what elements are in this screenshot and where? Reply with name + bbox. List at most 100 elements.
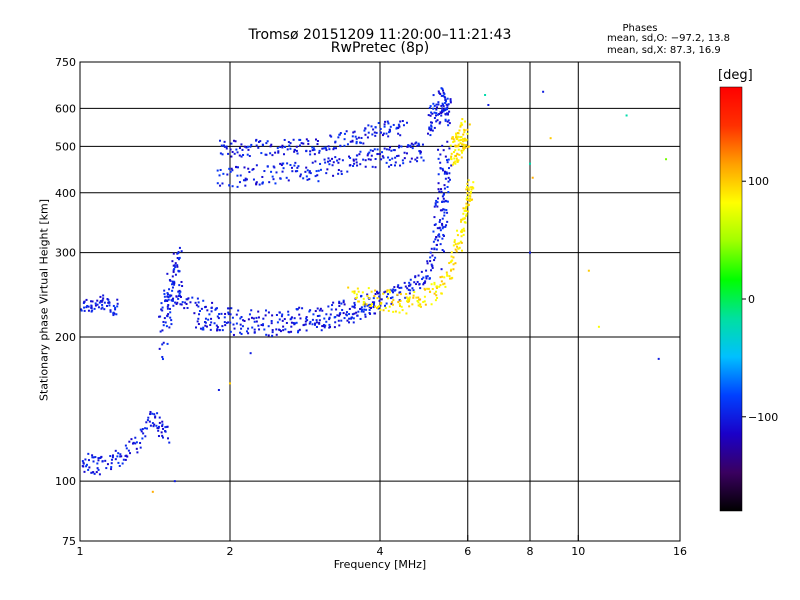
- x-tick-label: 1: [77, 545, 84, 558]
- data-point: [442, 283, 445, 286]
- data-point: [392, 299, 395, 302]
- data-point: [338, 324, 341, 327]
- data-point: [278, 328, 281, 331]
- data-point: [274, 182, 277, 185]
- data-point: [318, 151, 321, 154]
- data-point: [253, 328, 256, 331]
- data-point: [448, 275, 451, 278]
- data-point: [430, 263, 433, 266]
- data-point: [471, 198, 474, 201]
- data-point: [391, 296, 394, 299]
- data-point: [210, 317, 213, 320]
- data-point: [269, 152, 272, 155]
- data-point: [439, 276, 442, 279]
- data-point: [93, 472, 96, 475]
- data-point: [116, 302, 119, 305]
- data-point: [400, 305, 403, 308]
- data-point: [430, 124, 433, 127]
- data-point: [255, 164, 258, 167]
- data-point: [235, 148, 238, 151]
- data-point: [461, 151, 464, 154]
- data-point: [108, 301, 111, 304]
- data-point: [462, 146, 465, 149]
- data-point: [399, 304, 402, 307]
- data-point: [405, 152, 408, 155]
- data-point: [351, 313, 354, 316]
- data-point: [439, 121, 442, 124]
- data-point: [465, 214, 468, 217]
- data-point: [450, 155, 453, 158]
- data-point: [456, 132, 459, 135]
- data-point: [334, 147, 337, 150]
- data-point: [173, 283, 176, 286]
- data-point: [391, 301, 394, 304]
- data-point: [255, 144, 258, 147]
- data-point: [228, 167, 231, 170]
- x-tick-label: 6: [464, 545, 471, 558]
- data-point: [453, 154, 456, 157]
- data-point: [315, 321, 318, 324]
- data-point: [357, 300, 360, 303]
- data-point: [439, 284, 442, 287]
- data-point: [166, 299, 169, 302]
- data-point: [462, 207, 465, 210]
- grid-lines: [80, 62, 680, 541]
- data-point: [171, 299, 174, 302]
- data-point: [323, 326, 326, 329]
- data-point: [158, 421, 161, 424]
- data-point: [444, 107, 447, 110]
- data-point: [442, 103, 445, 106]
- data-point: [96, 462, 99, 465]
- data-point: [420, 156, 423, 159]
- data-point: [106, 297, 109, 300]
- data-point: [270, 320, 273, 323]
- data-point: [85, 465, 88, 468]
- data-point: [466, 195, 469, 198]
- data-point: [393, 289, 396, 292]
- data-point: [96, 303, 99, 306]
- data-point: [356, 314, 359, 317]
- data-point: [316, 307, 319, 310]
- data-point: [442, 234, 445, 237]
- data-point: [95, 471, 98, 474]
- data-point: [355, 293, 358, 296]
- data-point: [181, 301, 184, 304]
- data-point: [110, 468, 113, 471]
- data-point: [159, 330, 162, 333]
- data-point: [115, 313, 118, 316]
- data-point: [432, 230, 435, 233]
- data-point: [387, 156, 390, 159]
- data-point: [472, 181, 475, 184]
- data-point: [275, 328, 278, 331]
- data-point: [264, 314, 267, 317]
- data-point: [332, 301, 335, 304]
- data-point: [287, 313, 290, 316]
- data-point: [460, 138, 463, 141]
- data-point: [204, 324, 207, 327]
- data-point: [91, 454, 94, 457]
- data-point: [462, 217, 465, 220]
- data-point: [178, 270, 181, 273]
- data-point: [355, 161, 358, 164]
- data-point: [216, 169, 219, 172]
- data-point: [452, 263, 455, 266]
- data-point: [241, 148, 244, 151]
- colorbar-tick-label: −100: [748, 411, 778, 424]
- data-point: [170, 323, 173, 326]
- data-point: [402, 124, 405, 127]
- data-point: [99, 300, 102, 303]
- data-point: [233, 327, 236, 330]
- data-point: [345, 311, 348, 314]
- data-point: [227, 313, 230, 316]
- data-point: [292, 138, 295, 141]
- data-point: [170, 299, 173, 302]
- data-point: [227, 152, 230, 155]
- data-point: [464, 207, 467, 210]
- data-point: [456, 160, 459, 163]
- data-point: [204, 317, 207, 320]
- data-point: [271, 329, 274, 332]
- data-point: [322, 323, 325, 326]
- data-point: [372, 128, 375, 131]
- data-point: [346, 143, 349, 146]
- data-point: [161, 425, 164, 428]
